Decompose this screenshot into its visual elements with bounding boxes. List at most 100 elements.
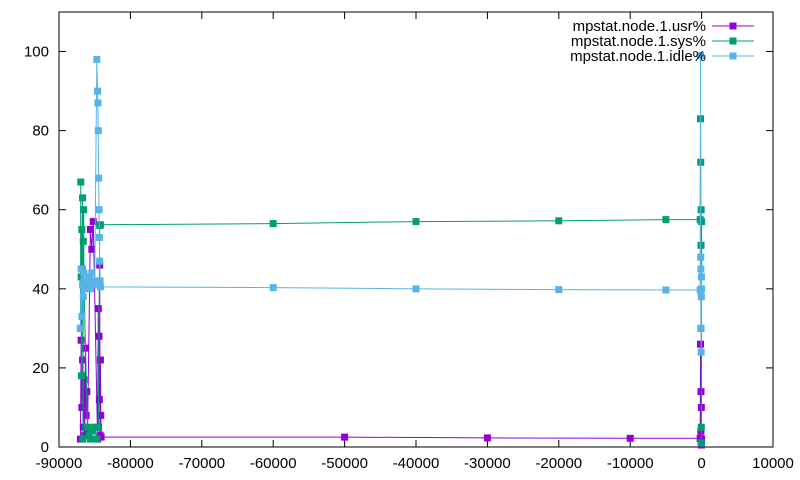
data-point <box>79 293 87 301</box>
y-tick-label: 80 <box>32 123 49 140</box>
legend-item-1: mpstat.node.1.usr% <box>573 18 754 35</box>
data-point <box>76 324 84 332</box>
data-point <box>662 286 670 294</box>
data-point <box>80 376 88 384</box>
series-layer <box>76 52 706 449</box>
data-point <box>555 286 563 294</box>
data-point <box>412 218 420 226</box>
data-point <box>96 221 104 229</box>
data-point <box>91 277 99 285</box>
legend-marker <box>729 52 737 60</box>
legend-marker <box>729 22 737 30</box>
y-tick-label: 0 <box>41 439 49 456</box>
data-point <box>78 313 86 320</box>
data-point <box>86 285 94 293</box>
data-point <box>697 253 705 261</box>
data-point <box>555 217 563 225</box>
x-tick-label: -50000 <box>321 455 368 472</box>
data-point <box>91 423 99 431</box>
data-point <box>79 194 87 202</box>
series-3 <box>76 52 706 356</box>
legend: mpstat.node.1.usr%mpstat.node.1.sys%mpst… <box>570 18 754 65</box>
data-point <box>697 265 705 273</box>
data-point <box>93 435 101 443</box>
data-point <box>341 433 349 441</box>
data-point <box>85 273 93 281</box>
data-point <box>96 283 104 291</box>
x-tick-label: -10000 <box>607 455 654 472</box>
data-point <box>78 403 86 411</box>
data-point <box>80 206 88 214</box>
y-tick-label: 20 <box>32 360 49 377</box>
data-point <box>80 269 88 277</box>
data-point <box>93 55 101 63</box>
data-point <box>86 435 94 443</box>
data-point <box>77 372 85 380</box>
legend-item-2: mpstat.node.1.sys% <box>571 33 754 50</box>
series-line <box>79 118 703 444</box>
data-point <box>79 237 87 245</box>
x-axis: -90000 -80000 -70000 -60000 -50000 -40000 -300… <box>36 12 794 472</box>
data-point <box>96 257 104 265</box>
legend-label: mpstat.node.1.usr% <box>573 18 706 35</box>
series-line <box>79 55 703 353</box>
data-point <box>95 396 103 404</box>
series-2 <box>76 115 706 447</box>
x-tick-label: -70000 <box>178 455 225 472</box>
data-point <box>269 284 277 292</box>
data-point <box>97 433 105 441</box>
data-point <box>77 178 85 186</box>
data-point <box>96 277 104 285</box>
data-point <box>95 233 103 241</box>
plot-frame <box>58 11 774 448</box>
data-point <box>269 220 277 228</box>
data-point <box>662 216 670 224</box>
x-tick-label: 10000 <box>752 455 794 472</box>
data-point <box>94 127 102 135</box>
data-point <box>697 52 705 59</box>
data-point <box>94 305 102 313</box>
data-point <box>697 340 705 348</box>
data-point <box>697 423 705 431</box>
data-point <box>698 218 706 226</box>
y-tick-label: 100 <box>24 44 49 61</box>
legend-label: mpstat.node.1.idle% <box>570 48 706 65</box>
data-point <box>84 423 92 431</box>
data-point <box>94 423 102 431</box>
data-point <box>77 265 85 273</box>
x-tick-label: -20000 <box>535 455 582 472</box>
data-point <box>94 87 102 95</box>
data-point <box>94 99 102 107</box>
x-tick-label: -30000 <box>464 455 511 472</box>
data-point <box>626 434 634 442</box>
legend-label: mpstat.node.1.sys% <box>571 33 706 50</box>
data-point <box>698 285 706 293</box>
y-tick-label: 60 <box>32 202 49 219</box>
data-point <box>84 281 92 289</box>
data-point <box>697 273 705 281</box>
legend-item-3: mpstat.node.1.idle% <box>570 48 754 65</box>
data-point <box>81 285 89 293</box>
series-1 <box>76 218 706 449</box>
data-point <box>89 218 97 226</box>
data-point <box>95 206 103 214</box>
data-point <box>85 431 93 439</box>
data-point <box>697 439 705 447</box>
data-point <box>697 293 705 301</box>
data-point <box>79 435 87 443</box>
series-line <box>79 221 703 446</box>
data-point <box>96 356 104 364</box>
legend-marker <box>729 37 737 45</box>
data-point <box>81 431 89 439</box>
data-point <box>697 348 705 356</box>
data-point <box>79 281 87 289</box>
data-point <box>88 245 96 253</box>
data-point <box>97 411 105 419</box>
x-tick-label: -80000 <box>107 455 154 472</box>
data-point <box>82 411 90 419</box>
data-point <box>89 281 97 289</box>
x-tick-label: -40000 <box>393 455 440 472</box>
data-point <box>483 434 491 442</box>
